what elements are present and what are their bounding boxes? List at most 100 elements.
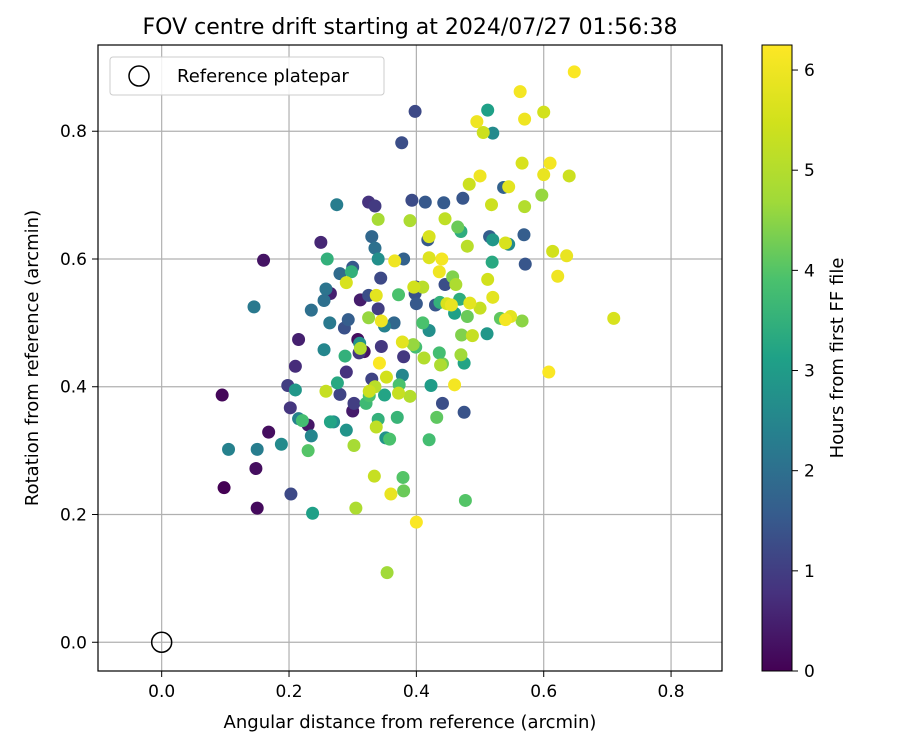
data-point [430,410,444,424]
data-point [462,177,476,191]
data-point [460,239,474,253]
data-point [368,199,382,213]
data-point [535,188,549,202]
colorbar-tick-label: 1 [804,562,815,582]
data-point [295,414,309,428]
colorbar-tick-label: 4 [804,261,815,281]
data-point [486,290,500,304]
y-tick-label: 0.6 [60,250,87,270]
data-point [330,198,344,212]
data-point [486,126,500,140]
data-point [424,378,438,392]
data-point [515,156,529,170]
data-point [417,351,431,365]
data-point [374,314,388,328]
data-point [422,230,436,244]
colorbar [761,44,793,672]
data-point [339,423,353,437]
data-point [515,314,529,328]
data-point [374,340,388,354]
data-point [374,271,388,285]
data-point [449,278,463,292]
data-point [379,370,393,384]
data-point [551,269,565,283]
data-point [215,388,229,402]
data-point [517,228,531,242]
data-point [502,180,516,194]
reference-platepar-marker [150,631,173,654]
data-point [416,316,430,330]
data-point [257,253,271,267]
data-point [416,280,430,294]
colorbar-tick-label: 6 [804,61,815,81]
colorbar-ticks: 0 1 2 3 4 5 6 [792,61,815,682]
data-point [283,401,297,415]
data-point [408,104,422,118]
data-point [288,383,302,397]
data-point [292,332,306,346]
data-point [480,327,494,341]
data-point [306,506,320,520]
data-point [304,429,318,443]
data-point [323,316,337,330]
data-point [403,389,417,403]
x-tick-label: 0.8 [658,682,685,702]
legend-reference-marker [128,65,150,87]
data-point [339,365,353,379]
data-point [222,442,236,456]
x-tick-label: 0.0 [148,682,175,702]
data-point [371,252,385,266]
colorbar-label: Hours from first FF file [827,258,848,459]
data-point [262,425,276,439]
data-point [353,341,367,355]
data-point [397,350,411,364]
data-point [435,396,449,410]
data-point [392,386,406,400]
data-point [485,255,499,269]
data-point [317,343,331,357]
data-point [388,254,402,268]
data-point [422,251,436,265]
data-point [457,405,471,419]
data-point [365,230,379,244]
data-point [371,212,385,226]
data-point [378,388,392,402]
legend: Reference platepar [109,56,385,96]
data-point [330,376,344,390]
data-point [323,415,337,429]
data-point [247,300,261,314]
data-point [451,220,465,234]
chart-title: FOV centre drift starting at 2024/07/27 … [143,15,678,40]
data-point [458,493,472,507]
data-point [562,169,576,183]
data-point [274,437,288,451]
data-point [432,346,446,360]
data-point [369,288,383,302]
data-point [250,442,264,456]
data-point [481,272,495,286]
data-point [499,313,513,327]
data-point [304,303,318,317]
data-point [499,236,513,250]
data-point [435,252,449,266]
data-point [456,191,470,205]
data-point [518,200,532,214]
data-point [392,288,406,302]
y-axis-label: Rotation from reference (arcmin) [22,210,43,506]
data-point [368,241,382,255]
data-point [546,244,560,258]
y-tick-label: 0.0 [60,633,87,653]
x-tick-label: 0.4 [403,682,430,702]
data-point [249,462,263,476]
y-tick-label: 0.2 [60,506,87,526]
data-point [405,193,419,207]
data-point [372,356,386,370]
data-point [437,196,451,210]
colorbar-tick-label: 5 [804,161,815,181]
data-point [333,387,347,401]
data-point [217,481,231,495]
data-point [542,365,556,379]
colorbar-tick-label: 0 [804,662,815,682]
data-point [460,309,474,323]
